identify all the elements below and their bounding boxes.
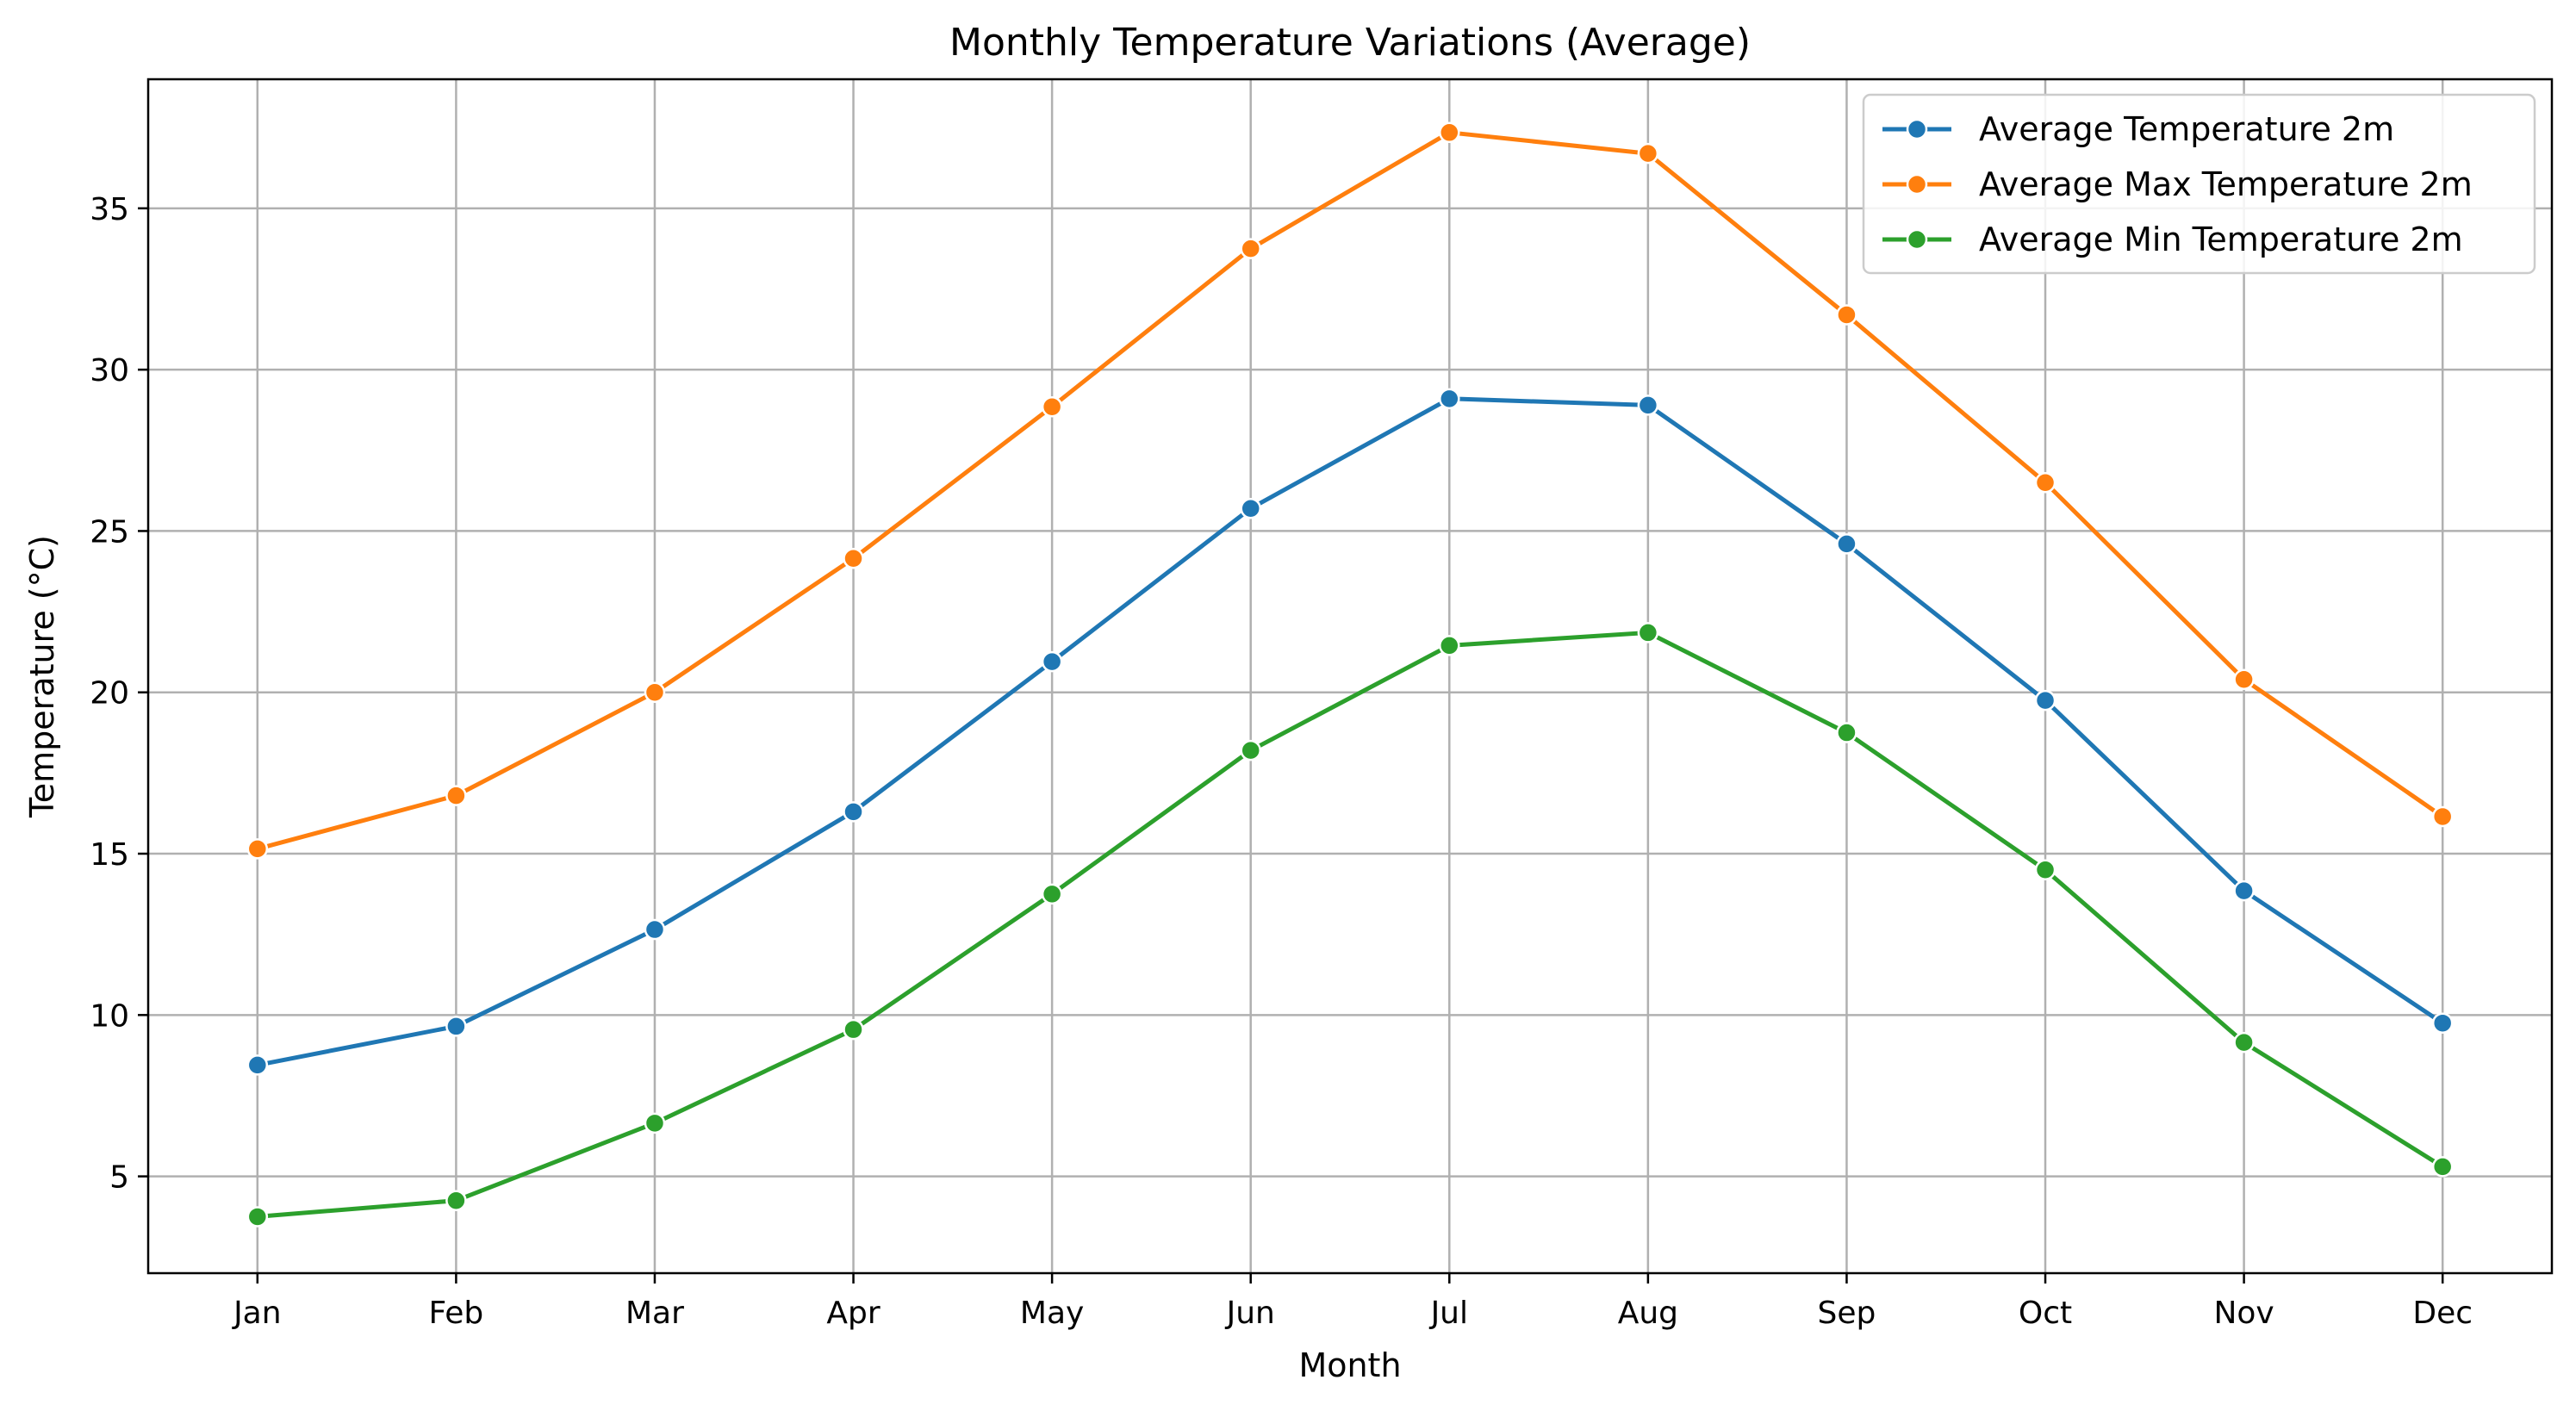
data-point <box>1240 739 1261 761</box>
data-point <box>1637 622 1659 643</box>
chart-title: Monthly Temperature Variations (Average) <box>949 21 1751 65</box>
x-tick-label: May <box>1020 1296 1084 1331</box>
data-point <box>2034 859 2056 881</box>
data-point <box>445 1190 467 1211</box>
data-point <box>2034 471 2056 494</box>
x-tick-label: Jan <box>232 1296 282 1331</box>
x-tick-label: Feb <box>429 1296 484 1331</box>
data-point <box>246 1206 269 1228</box>
plot-frame <box>146 78 2554 1275</box>
legend-box <box>1862 93 2536 275</box>
series-layer <box>246 121 2454 1228</box>
y-axis-label: Temperature (°C) <box>23 535 61 818</box>
data-point <box>644 918 666 941</box>
data-point <box>2431 1156 2454 1178</box>
ticks: Jan Feb Mar Apr May Jun Jul Aug Sep Oct Nov Dec 5 10 1… <box>90 192 2473 1331</box>
data-point <box>1240 497 1261 519</box>
data-point <box>1240 238 1261 259</box>
data-point <box>843 1018 864 1041</box>
legend: Average Temperature 2m Average Max Temper… <box>1862 93 2536 275</box>
x-tick-label: Mar <box>625 1296 684 1331</box>
legend-label: Average Min Temperature 2m <box>1979 221 2463 258</box>
data-point <box>445 1016 467 1037</box>
data-point <box>644 1112 666 1134</box>
data-point <box>1836 304 1857 326</box>
x-tick-label: Dec <box>2412 1296 2473 1331</box>
data-point <box>1439 635 1460 656</box>
legend-marker <box>1906 118 1928 140</box>
data-point <box>1041 883 1063 905</box>
x-tick-label: Jul <box>1429 1296 1468 1331</box>
data-point <box>1041 650 1063 673</box>
x-tick-label: Sep <box>1818 1296 1876 1331</box>
y-tick-label: 5 <box>109 1160 129 1196</box>
data-point <box>1836 533 1857 555</box>
y-tick-label: 35 <box>90 192 129 227</box>
x-tick-label: Nov <box>2213 1296 2274 1331</box>
data-point <box>2431 805 2454 828</box>
data-point <box>2431 1012 2454 1034</box>
data-point <box>843 548 864 569</box>
series-line-3 <box>255 630 2445 1219</box>
data-point <box>2034 689 2056 712</box>
y-tick-label: 15 <box>90 837 129 873</box>
y-tick-label: 20 <box>90 676 129 712</box>
data-point <box>2233 668 2255 690</box>
data-point <box>246 838 269 860</box>
legend-label: Average Max Temperature 2m <box>1979 165 2473 203</box>
legend-marker <box>1906 228 1928 251</box>
x-tick-label: Apr <box>826 1296 880 1331</box>
y-tick-label: 30 <box>90 353 129 388</box>
data-point <box>1439 121 1460 144</box>
data-point <box>843 801 864 823</box>
data-point <box>2233 880 2255 902</box>
x-axis-label: Month <box>1298 1346 1401 1384</box>
legend-marker <box>1906 173 1928 196</box>
legend-label: Average Temperature 2m <box>1979 110 2394 148</box>
x-tick-label: Oct <box>2019 1296 2072 1331</box>
data-point <box>2233 1031 2255 1054</box>
data-point <box>1439 388 1460 410</box>
y-tick-label: 25 <box>90 514 129 550</box>
x-tick-label: Aug <box>1618 1296 1678 1331</box>
data-point <box>644 681 666 703</box>
data-point <box>1637 395 1659 416</box>
x-tick-label: Jun <box>1225 1296 1275 1331</box>
data-point <box>1041 395 1063 418</box>
data-point <box>246 1054 269 1076</box>
data-point <box>1637 142 1659 165</box>
data-point <box>445 785 467 806</box>
series-line-2 <box>255 130 2445 851</box>
series-line-1 <box>255 396 2445 1067</box>
data-point <box>1836 722 1857 743</box>
y-tick-label: 10 <box>90 998 129 1034</box>
